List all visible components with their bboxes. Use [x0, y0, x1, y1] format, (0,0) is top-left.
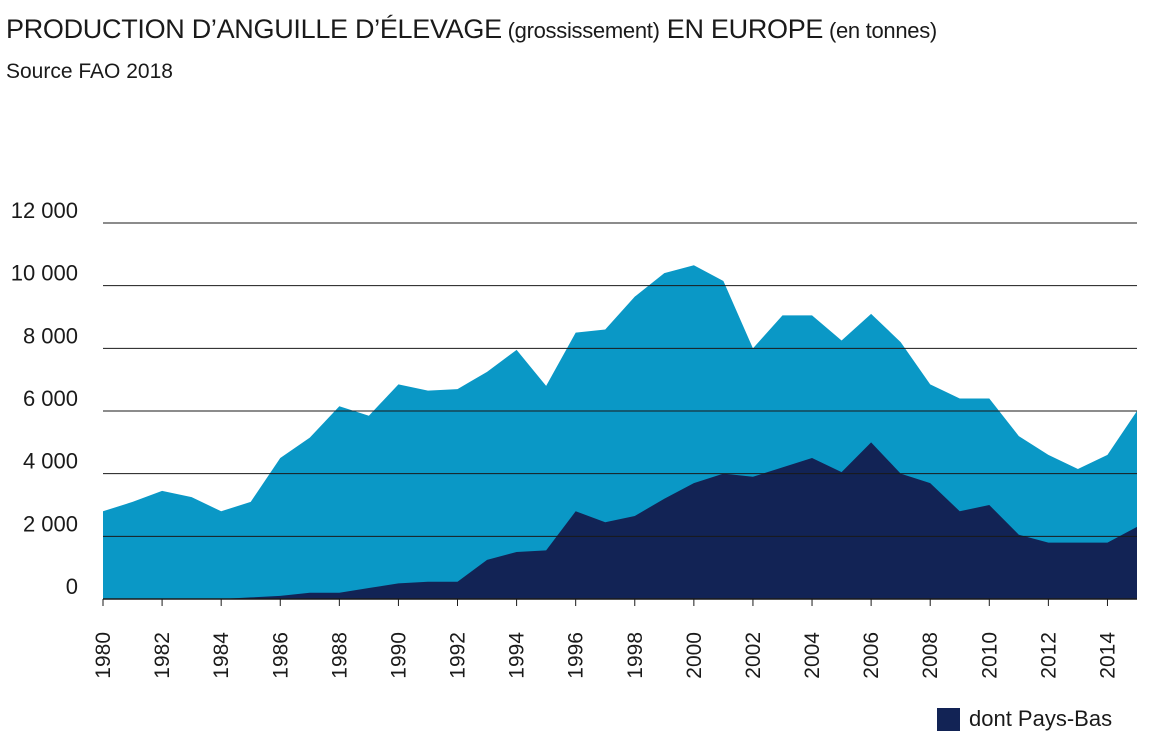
chart-title-part-1: (grossissement) [501, 18, 660, 43]
x-tick-label: 2006 [860, 632, 883, 679]
legend: dont Pays-Bas [937, 706, 1112, 732]
x-tick-label: 1996 [565, 632, 588, 679]
x-tick-label: 2014 [1096, 632, 1119, 679]
x-tick-label: 1998 [624, 632, 647, 679]
y-tick-label: 10 000 [11, 261, 78, 286]
y-tick-label: 8 000 [23, 323, 78, 348]
legend-label-pays-bas: dont Pays-Bas [969, 706, 1113, 731]
y-tick-label: 0 [66, 574, 78, 599]
y-tick-label: 2 000 [23, 511, 78, 536]
x-tick-label: 2012 [1037, 632, 1060, 679]
chart-title: PRODUCTION D’ANGUILLE D’ÉLEVAGE (grossis… [6, 14, 937, 45]
x-tick-label: 2010 [978, 632, 1001, 679]
y-tick-label: 4 000 [23, 449, 78, 474]
x-tick-label: 2008 [919, 632, 942, 679]
x-tick-label: 1994 [506, 632, 529, 679]
x-tick-label: 2000 [683, 632, 706, 679]
x-tick-label: 1986 [269, 632, 292, 679]
y-tick-label: 6 000 [23, 386, 78, 411]
x-tick-label: 2004 [801, 632, 824, 679]
chart-title-part-2: EN EUROPE [659, 14, 824, 44]
chart-title-part-0: PRODUCTION D’ANGUILLE D’ÉLEVAGE [6, 14, 502, 44]
x-tick-label: 1990 [387, 632, 410, 679]
x-tick-label: 1982 [151, 632, 174, 679]
x-tick-label: 1984 [210, 632, 233, 679]
x-tick-label: 1988 [328, 632, 351, 679]
x-tick-label: 2002 [742, 632, 765, 679]
x-tick-label: 1980 [92, 632, 115, 679]
chart-title-part-3: (en tonnes) [823, 18, 937, 43]
area-chart: 0 2 000 4 000 6 000 8 000 10 000 12 000 1980 19… [11, 198, 1137, 679]
chart-subtitle: Source FAO 2018 [6, 60, 173, 83]
legend-swatch-pays-bas [937, 707, 960, 731]
x-tick-label: 1992 [447, 632, 470, 679]
area-pays_bas [103, 442, 1137, 599]
y-tick-label: 12 000 [11, 198, 78, 223]
